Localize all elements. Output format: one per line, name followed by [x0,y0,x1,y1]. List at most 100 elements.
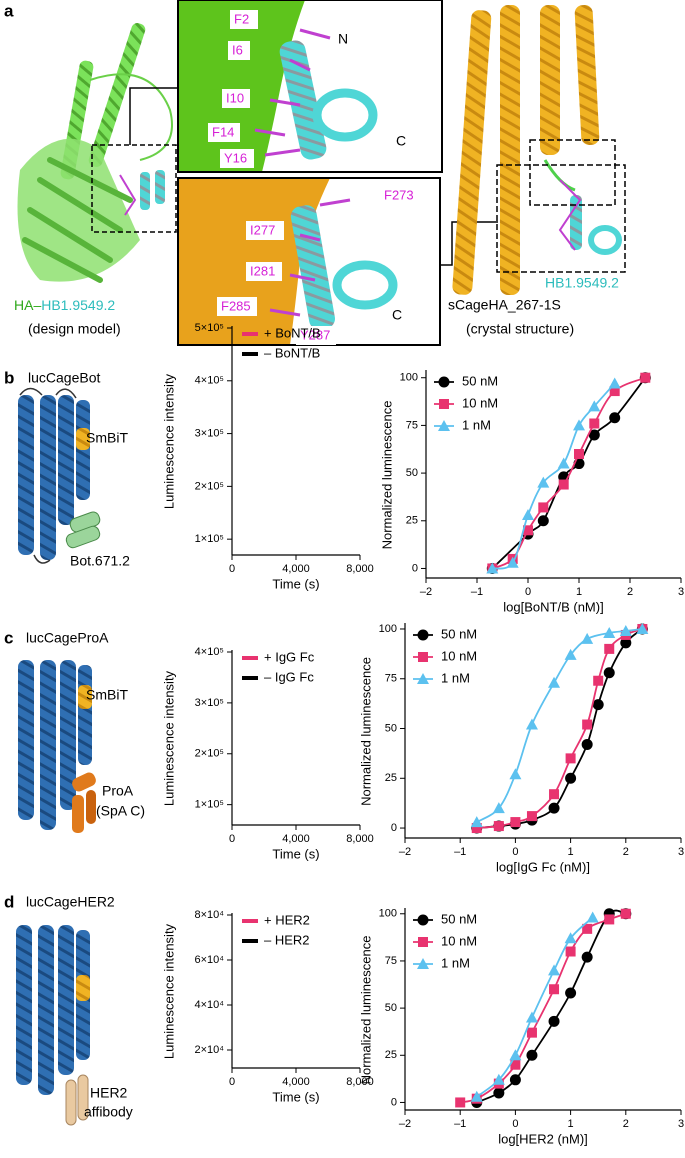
x-tick-label: –1 [454,1118,466,1130]
x-tick-label: 4,000 [282,563,310,575]
residue-label: I277 [250,222,275,237]
x-tick-label: 3 [678,846,684,858]
legend-marker [417,958,429,969]
y-tick-label: 3×10⁵ [195,427,224,439]
y-tick-label: 1×10⁵ [195,533,224,545]
y-tick-label: 3×10⁵ [195,697,224,709]
residue-label: I10 [226,90,244,105]
y-tick-label: 1×10⁵ [195,799,224,811]
residue-label: F285 [221,298,251,313]
marker [573,419,585,431]
marker [609,386,620,397]
y-tick-label: 50 [406,467,418,479]
marker [636,622,649,634]
y-axis-label: Normalized luminescence [358,936,373,1085]
fit-curve [491,376,646,570]
domain-label: affibody [84,1104,133,1120]
legend-label: – HER2 [264,932,310,947]
legend-marker [439,399,449,409]
residue-label: F273 [384,187,414,202]
marker [589,418,600,429]
domain-label: (SpA C) [96,803,145,819]
marker [581,632,594,644]
caption: (crystal structure) [466,321,574,337]
marker [557,457,570,469]
marker [509,1049,522,1061]
legend-marker [417,914,429,926]
ha-model [17,23,178,283]
legend-label: 50 nM [441,626,477,641]
construct-name: lucCageProA [26,630,109,646]
legend-marker [417,629,429,641]
x-axis-label: Time (s) [272,846,319,861]
y-axis-label: Normalized luminescence [358,657,373,806]
y-tick-label: 50 [385,722,397,734]
marker [506,556,519,568]
y-tick-label: 100 [379,623,397,635]
marker [582,719,593,730]
domain-label: HER2 [90,1085,128,1101]
marker [510,1059,521,1070]
legend-label: + HER2 [264,912,310,927]
domain-label: SmBiT [86,687,128,703]
x-tick-label: 1 [568,846,574,858]
marker [548,802,560,814]
legend-label: 1 nM [441,670,470,685]
panel-letter: b [4,368,14,387]
fit-curve [476,628,643,823]
y-tick-label: 75 [385,673,397,685]
marker [537,476,550,488]
marker [509,768,522,780]
x-tick-label: 0 [512,846,518,858]
y-tick-label: 0 [412,562,418,574]
x-axis-label: log[BoNT/B (nM)] [503,599,603,614]
legend-label: – IgG Fc [264,669,314,684]
marker [549,789,560,800]
x-axis-label: log[HER2 (nM)] [498,1131,588,1146]
marker [582,923,593,934]
residue-label: Y16 [224,150,247,165]
legend-marker [438,376,450,388]
x-tick-label: 2 [623,1118,629,1130]
fit-curve [491,377,647,570]
marker [470,1090,483,1102]
y-tick-label: 4×10⁴ [194,999,224,1011]
construct-name: lucCageBot [28,370,100,386]
domain-label: ProA [102,783,134,799]
y-axis-label: Luminescence intensity [161,373,176,509]
x-tick-label: –1 [471,586,483,598]
y-tick-label: 2×10⁴ [194,1044,224,1056]
marker [593,675,604,686]
marker [588,429,600,441]
legend-label: 10 nM [462,395,498,410]
panel-b-structure: b lucCageBot SmBiT Bot.671.2 [4,368,130,568]
terminus-label: C [392,307,402,323]
marker [603,667,615,679]
marker [581,738,593,750]
y-tick-label: 5×10⁵ [195,322,224,334]
marker [608,377,621,389]
marker [558,479,569,490]
marker [548,1015,560,1027]
x-axis-label: Time (s) [272,1089,319,1104]
legend-label: + BoNT/B [264,325,321,340]
marker [609,412,621,424]
marker [549,984,560,995]
marker [565,987,577,999]
legend-label: 1 nM [462,417,491,432]
x-tick-label: 2 [623,846,629,858]
y-axis-label: Normalized luminescence [379,401,394,550]
x-tick-label: –2 [420,586,432,598]
y-axis-label: Luminescence intensity [161,923,176,1059]
x-axis-label: log[IgG Fc (nM)] [496,859,590,874]
y-tick-label: 2×10⁵ [195,480,224,492]
panel-letter: a [4,1,14,20]
terminus-label: N [338,31,348,47]
y-tick-label: 4×10⁵ [195,375,224,387]
y-tick-label: 25 [406,515,418,527]
marker [525,1011,538,1023]
marker [619,624,632,636]
marker [510,817,521,828]
binder-name: HB1.9549.2 [41,297,115,313]
